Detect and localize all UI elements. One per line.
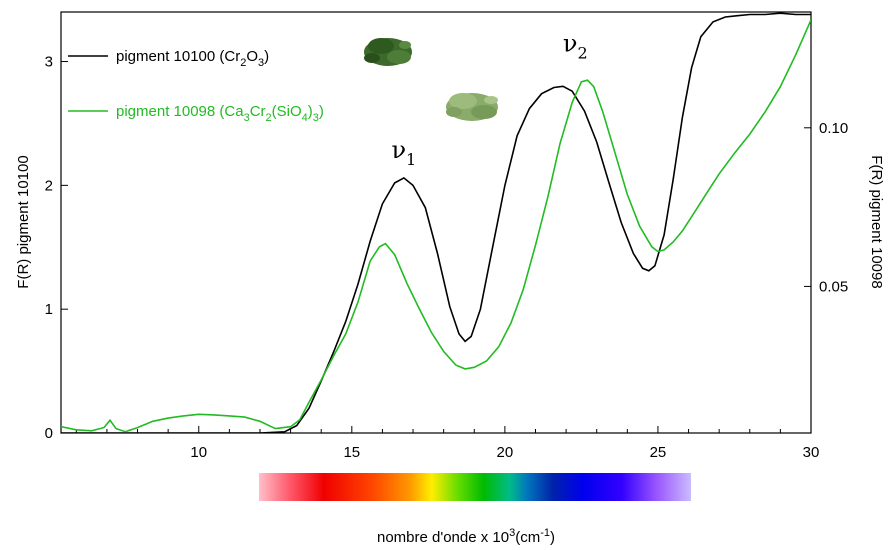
visible-spectrum-bar [259, 473, 691, 501]
legend-label-pigment-10098: pigment 10098 (Ca3Cr2(SiO4)3) [116, 103, 324, 124]
x-tick-label-20: 20 [497, 444, 514, 461]
y-left-tick-label-1: 1 [45, 301, 53, 318]
y-axis-left-title: F(R) pigment 10100 [15, 155, 32, 288]
x-tick-label-15: 15 [343, 444, 360, 461]
x-axis-title: nombre d'onde x 103(cm-1) [377, 527, 555, 546]
x-tick-label-30: 30 [803, 444, 820, 461]
x-axis: 10 15 20 25 30 [75, 426, 820, 461]
y-axis-right-title: F(R) pigment 10098 [868, 155, 885, 288]
y-left-tick-label-2: 2 [45, 177, 53, 194]
y-left-tick-label-0: 0 [45, 425, 53, 442]
pigment-powder-icon-light-green [446, 93, 498, 121]
y-right-tick-label-0.1: 0.10 [819, 120, 848, 137]
legend-label-pigment-10100: pigment 10100 (Cr2O3) [116, 48, 269, 69]
pigment-powder-icon-dark-green [364, 38, 412, 66]
x-tick-label-10: 10 [190, 444, 207, 461]
plot-frame [60, 11, 812, 434]
series-line-pigment-10098 [61, 19, 811, 433]
y-left-tick-label-3: 3 [45, 54, 53, 71]
peak-label-nu1: ν1 [391, 136, 416, 169]
series-line-pigment-10100 [61, 12, 811, 433]
y-axis-right: 0.05 0.10 [804, 120, 848, 295]
legend: pigment 10100 (Cr2O3) pigment 10098 (Ca3… [68, 38, 498, 124]
peak-annotations: ν1 ν2 [391, 30, 587, 169]
x-tick-label-25: 25 [650, 444, 667, 461]
peak-label-nu2: ν2 [563, 30, 588, 63]
y-right-tick-label-0.05: 0.05 [819, 278, 848, 295]
y-axis-left: 0 1 2 3 [45, 54, 68, 442]
